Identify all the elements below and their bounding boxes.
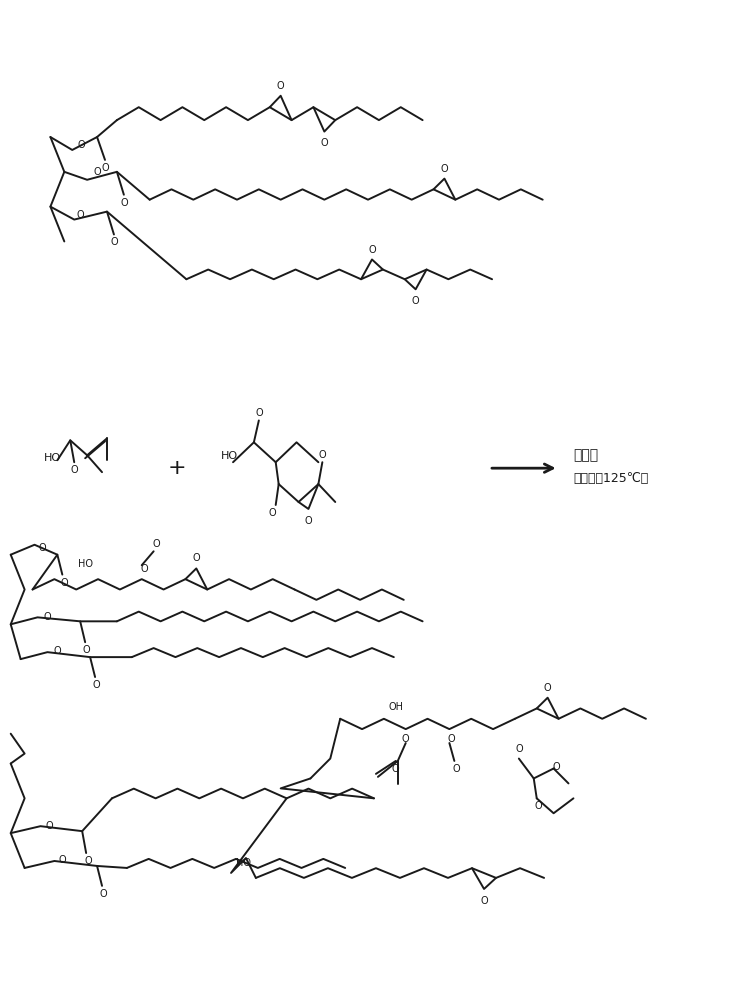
Text: O: O	[452, 764, 461, 774]
Text: O: O	[120, 198, 128, 208]
Text: O: O	[101, 163, 108, 173]
Text: O: O	[38, 543, 46, 553]
Text: +: +	[167, 458, 186, 478]
Text: O: O	[319, 450, 326, 460]
Text: O: O	[392, 764, 399, 774]
Text: O: O	[141, 564, 148, 574]
Text: O: O	[447, 734, 455, 744]
Text: O: O	[46, 821, 53, 831]
Text: O: O	[255, 408, 263, 418]
Text: O: O	[535, 801, 542, 811]
Text: O: O	[441, 164, 448, 174]
Text: O: O	[553, 762, 560, 772]
Text: O: O	[544, 683, 551, 693]
Text: HO: HO	[236, 858, 251, 868]
Text: O: O	[77, 140, 85, 150]
Text: O: O	[54, 646, 61, 656]
Text: O: O	[70, 465, 78, 475]
Text: 加热（～125℃）: 加热（～125℃）	[573, 472, 649, 485]
Text: O: O	[110, 237, 118, 247]
Text: HO: HO	[44, 453, 61, 463]
Text: O: O	[305, 516, 312, 526]
Text: O: O	[61, 578, 68, 588]
Text: O: O	[99, 889, 107, 899]
Text: O: O	[193, 553, 200, 563]
Text: O: O	[412, 296, 419, 306]
Text: O: O	[480, 896, 488, 906]
Text: OH: OH	[389, 702, 404, 712]
Text: O: O	[83, 645, 90, 655]
Text: O: O	[76, 210, 84, 220]
Text: O: O	[277, 81, 284, 91]
Text: O: O	[402, 734, 410, 744]
Text: 催化剂: 催化剂	[573, 448, 599, 462]
Text: O: O	[44, 612, 51, 622]
Text: O: O	[368, 245, 376, 255]
Text: HO: HO	[221, 451, 238, 461]
Text: O: O	[92, 680, 100, 690]
Text: O: O	[269, 508, 277, 518]
Text: O: O	[320, 138, 328, 148]
Text: O: O	[93, 167, 101, 177]
Text: O: O	[153, 539, 160, 549]
Text: O: O	[515, 744, 523, 754]
Text: HO: HO	[78, 559, 93, 569]
Text: O: O	[84, 856, 92, 866]
Text: O: O	[58, 855, 66, 865]
